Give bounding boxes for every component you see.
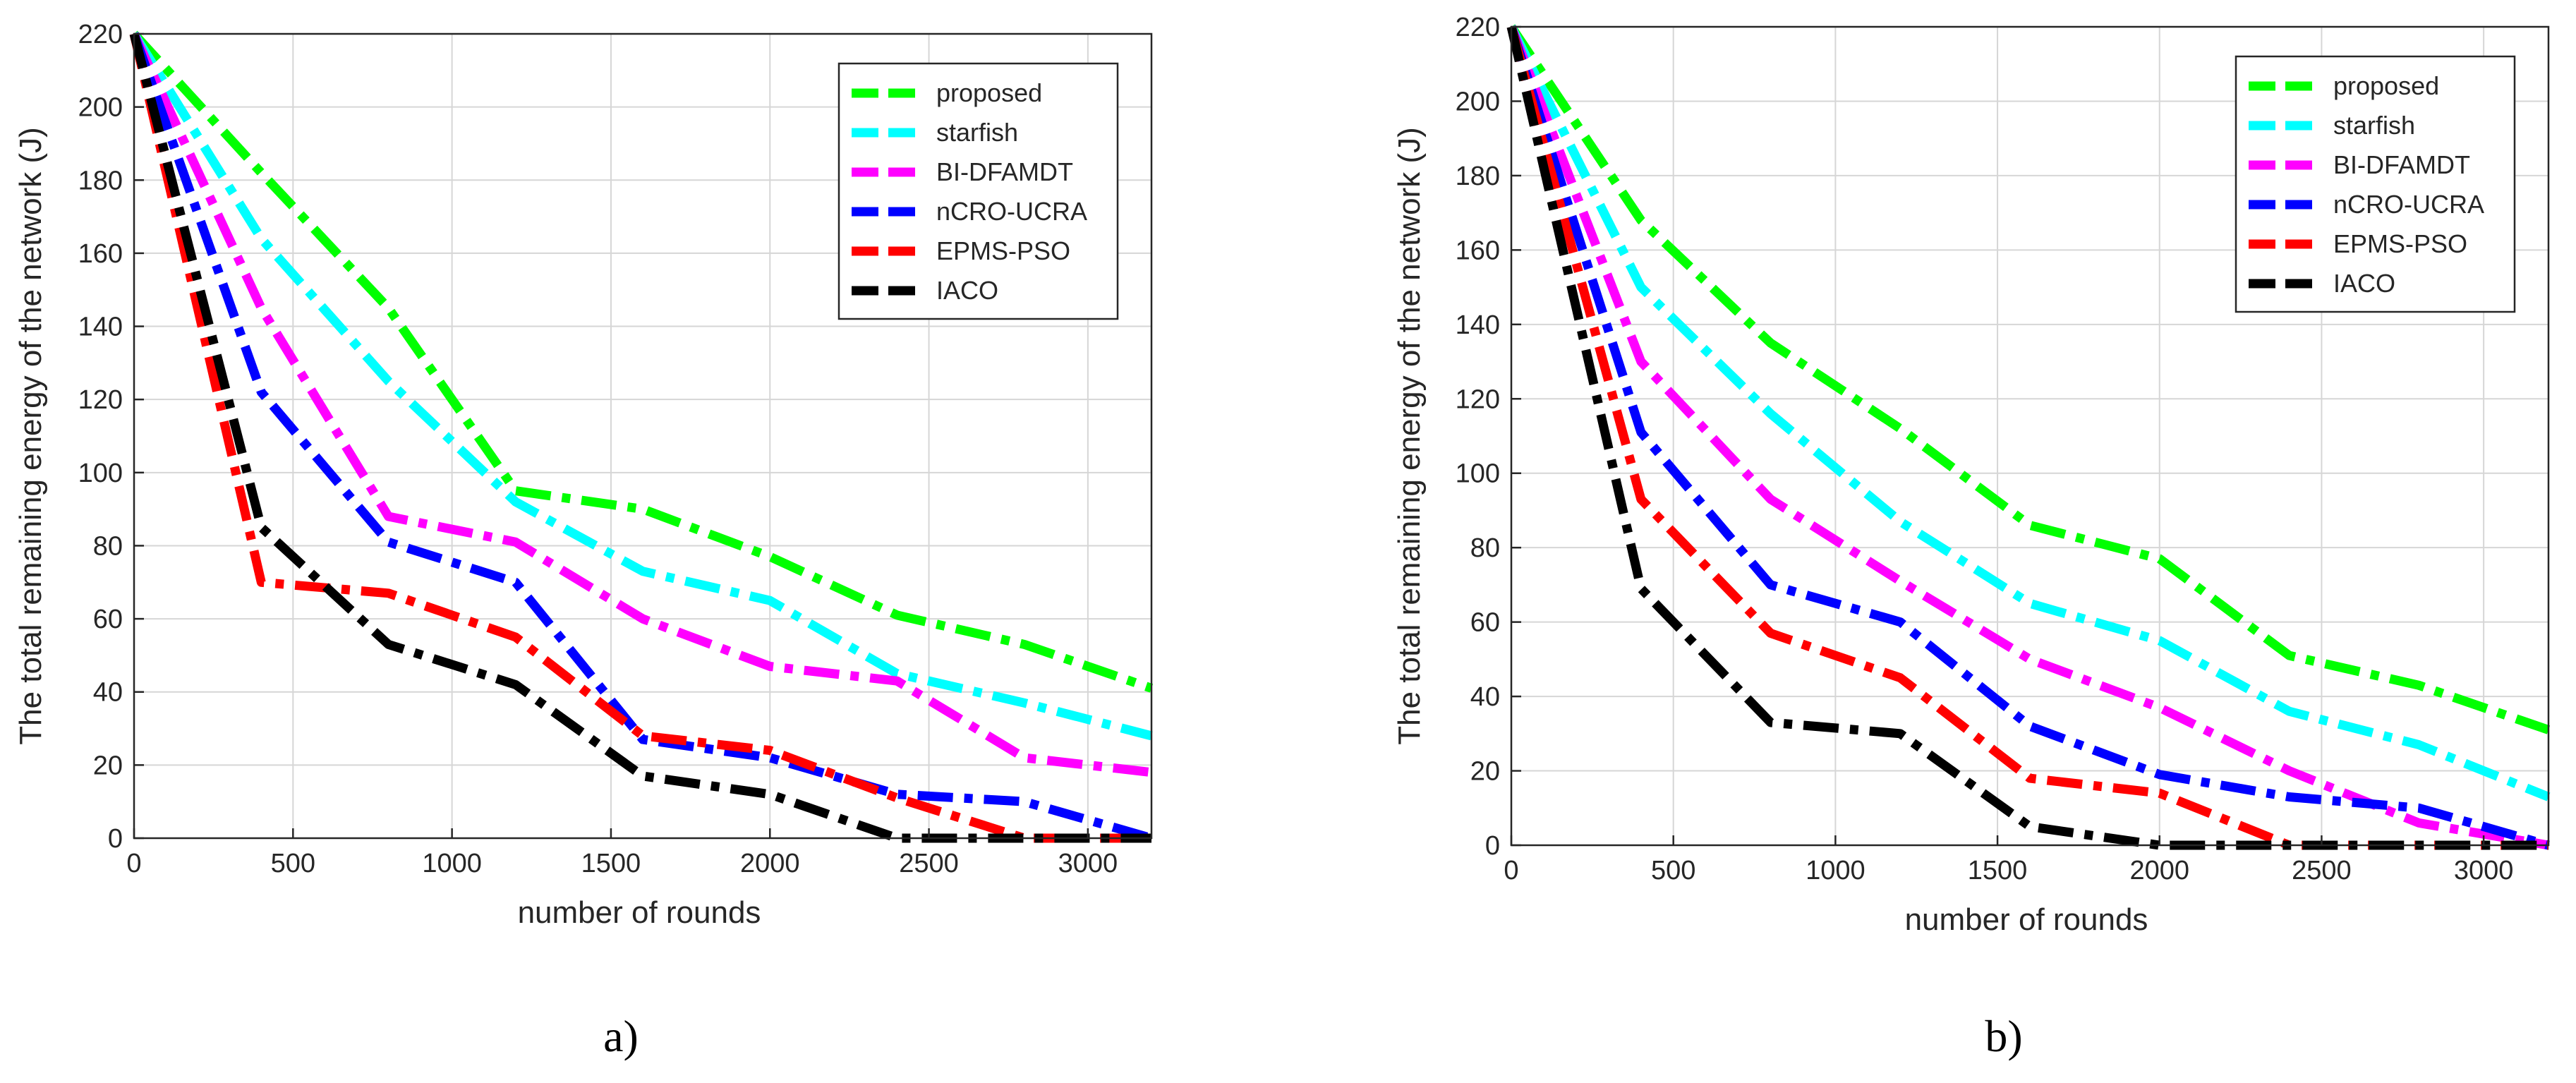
x-tick-label: 3000 (1058, 849, 1118, 878)
x-tick-label: 2000 (740, 849, 800, 878)
y-tick-label: 60 (1470, 608, 1500, 638)
y-tick-label: 20 (93, 751, 123, 780)
x-tick-label: 3000 (2454, 856, 2514, 885)
legend (837, 62, 1119, 320)
y-tick-label: 180 (1456, 162, 1500, 191)
y-axis-title: The total remaining energy of the networ… (13, 127, 48, 745)
y-tick-label: 100 (78, 459, 123, 488)
legend-label: EPMS-PSO (2333, 229, 2467, 258)
x-tick-label: 500 (271, 849, 315, 878)
y-tick-label: 180 (78, 166, 123, 195)
x-tick-label: 1500 (581, 849, 641, 878)
y-tick-label: 80 (1470, 533, 1500, 563)
y-axis-title: The total remaining energy of the networ… (1392, 127, 1427, 745)
legend-label: nCRO-UCRA (936, 197, 1087, 226)
y-tick-label: 140 (78, 313, 123, 342)
series-line-starfish (1507, 25, 2551, 801)
y-tick-label: 80 (93, 531, 123, 561)
legend-label: BI-DFAMDT (936, 157, 1073, 186)
x-tick-label: 1000 (1806, 856, 1866, 885)
series-line-proposed (1507, 24, 2551, 734)
x-tick-label: 2500 (899, 849, 959, 878)
series-line-epms-pso (129, 32, 1151, 843)
y-tick-label: 0 (1485, 831, 1500, 861)
x-tick-label: 1500 (1968, 856, 2028, 885)
legend-label: starfish (2333, 111, 2415, 140)
legend-label: EPMS-PSO (936, 236, 1070, 265)
legend-label: starfish (936, 118, 1018, 147)
y-tick-label: 120 (1456, 385, 1500, 414)
x-axis-title: number of rounds (518, 895, 761, 930)
y-tick-label: 40 (1470, 682, 1500, 712)
y-tick-label: 100 (1456, 459, 1500, 489)
y-tick-label: 120 (78, 385, 123, 415)
legend-label: IACO (936, 276, 998, 305)
series-line-ncro-ucra (1506, 25, 2550, 850)
y-tick-label: 160 (1456, 236, 1500, 265)
x-tick-label: 1000 (422, 849, 482, 878)
y-tick-label: 220 (1456, 13, 1500, 42)
y-tick-label: 60 (93, 605, 123, 634)
y-tick-label: 20 (1470, 757, 1500, 787)
x-tick-label: 2500 (2292, 856, 2352, 885)
x-tick-label: 0 (1504, 856, 1518, 885)
panel-caption: b) (1985, 1011, 2022, 1061)
series-line-bi-dfamdt (130, 32, 1152, 778)
series-line-ncro-ucra (129, 32, 1153, 843)
x-axis-title: number of rounds (1905, 902, 2148, 937)
x-tick-label: 0 (126, 849, 141, 878)
series-line-starfish (130, 31, 1153, 741)
chart-panel-b: 0 500 1000 1500 2000 2500 3000 0 20 40 60 80 100 120 1… (1392, 13, 2551, 1061)
legend-label: proposed (2333, 71, 2439, 100)
legend-label: IACO (2333, 269, 2395, 298)
chart-panel-a: 0 500 1000 1500 2000 2500 3000 0 20 40 60 80 100 120 1… (13, 20, 1154, 1061)
y-tick-label: 0 (108, 824, 123, 854)
legend (2235, 55, 2516, 313)
y-tick-label: 200 (1456, 87, 1500, 116)
plot-frame (133, 32, 1153, 840)
panel-caption: a) (603, 1011, 639, 1061)
y-tick-label: 200 (78, 93, 123, 123)
x-tick-label: 500 (1651, 856, 1695, 885)
y-tick-label: 160 (78, 239, 123, 269)
y-tick-label: 140 (1456, 310, 1500, 340)
legend-label: proposed (936, 78, 1042, 107)
plot-frame (1510, 25, 2550, 847)
x-tick-label: 2000 (2129, 856, 2189, 885)
y-tick-label: 40 (93, 678, 123, 708)
legend-label: BI-DFAMDT (2333, 150, 2470, 179)
series-line-proposed (131, 30, 1154, 693)
legend-label: nCRO-UCRA (2333, 190, 2484, 219)
y-tick-label: 220 (78, 20, 123, 49)
